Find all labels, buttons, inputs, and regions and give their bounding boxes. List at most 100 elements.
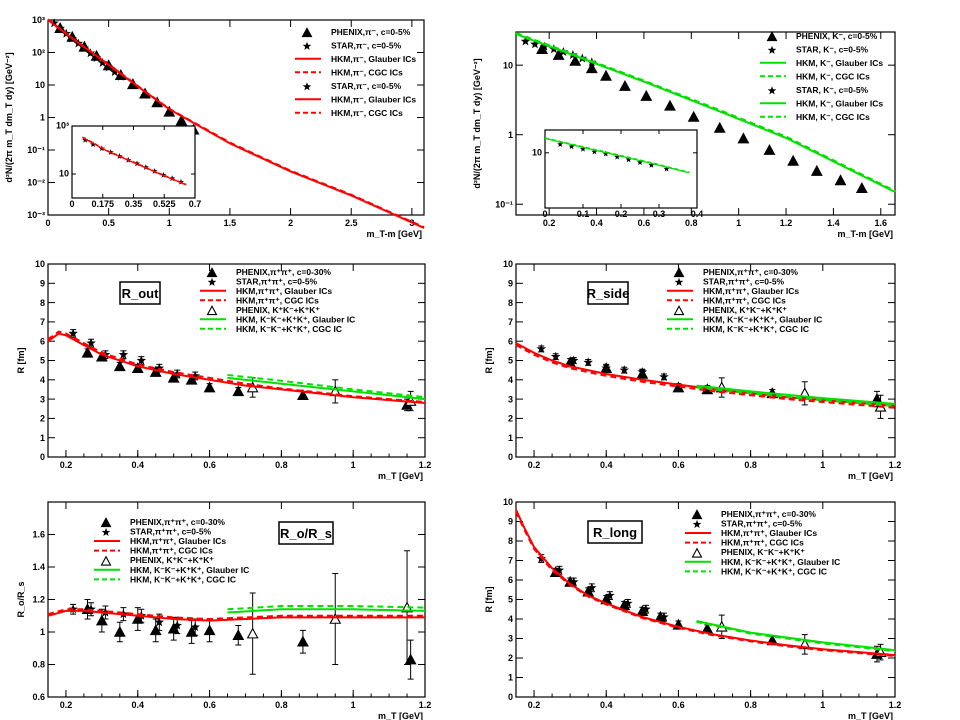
x-tick-label: 1.2 [419, 460, 432, 470]
x-tick-label: 0.2 [60, 700, 73, 710]
data-point [329, 612, 342, 624]
inset-plot: 0 0.1 0.2 0.3 0.4 10 [532, 129, 703, 219]
data-point [659, 371, 669, 381]
data-point [636, 159, 644, 165]
legend-label: HKM, K⁻, Glauber ICs [796, 58, 883, 68]
data-point [554, 565, 565, 575]
panel-label: R_side [587, 286, 630, 301]
series-line [227, 608, 426, 614]
y-tick-label: 10 [59, 168, 69, 178]
x-tick-label: 1.2 [889, 460, 902, 470]
x-tick-label: 1.6 [875, 218, 888, 228]
series-dashed-2 [82, 136, 187, 186]
data-point [49, 18, 59, 28]
data-point [713, 121, 726, 133]
y-tick-label: 10³ [56, 120, 69, 130]
series-solid-3 [515, 342, 896, 407]
legend-label: HKM, K⁻K⁻+K⁺K⁺, Glauber IC [130, 565, 249, 575]
y-tick-label: 10 [503, 60, 513, 70]
data-point [614, 153, 621, 160]
series-dashed-4 [515, 511, 896, 657]
legend-marker [766, 31, 778, 42]
y-axis-title: R [fm] [16, 348, 26, 374]
series-line [515, 511, 896, 657]
legend-label: HKM,π⁺π⁺, CGC ICs [703, 295, 786, 305]
y-tick-label: 10⁻¹ [495, 199, 513, 209]
data-point [91, 52, 102, 62]
y-tick-label: 1 [40, 113, 45, 123]
data-point [619, 79, 631, 91]
x-tick-label: 1 [820, 700, 825, 710]
data-point [834, 174, 847, 186]
data-point [619, 365, 630, 375]
y-tick-label: 10 [503, 497, 513, 507]
x-tick-label: 0.5 [102, 218, 115, 228]
x-tick-label: 0.8 [744, 460, 757, 470]
legend-label: HKM, K⁻K⁻+K⁺K⁺, Glauber IC [721, 557, 840, 567]
y-tick-label: 4 [508, 375, 513, 385]
x-tick-label: 0.35 [125, 199, 143, 209]
data-point [550, 351, 561, 361]
y-tick-label: 6 [508, 575, 513, 585]
data-point [297, 635, 309, 647]
x-tick-label: 1.4 [827, 218, 840, 228]
data-point [297, 389, 309, 401]
data-point [687, 110, 700, 122]
series-line [227, 376, 426, 401]
y-tick-label: 10 [35, 80, 45, 90]
series-line [227, 605, 426, 611]
x-tick-label: 0.8 [685, 218, 698, 228]
data-point [203, 381, 216, 393]
legend-label: HKM,π⁺π⁺, Glauber ICs [130, 536, 226, 546]
x-tick-label: 0.525 [153, 199, 176, 209]
legend: PHENIX,π⁺π⁺, c=0-30%STAR,π⁺π⁺, c=0-5%HKM… [94, 517, 249, 584]
data-point [167, 622, 180, 634]
series-dashed-6 [696, 620, 896, 653]
legend-label: PHENIX, K⁺K⁻+K⁺K⁺ [236, 305, 320, 315]
x-tick-label: 1.2 [780, 218, 793, 228]
panel-label-box [278, 521, 334, 545]
data-point [640, 89, 653, 101]
data-point [203, 624, 216, 636]
y-tick-label: 7 [508, 317, 513, 327]
legend-marker [691, 509, 703, 520]
legend-label: HKM,π⁺π⁺, CGC ICs [721, 538, 804, 548]
y-tick-label: 9 [508, 517, 513, 527]
legend-label: PHENIX,π⁺π⁺, c=0-30% [703, 267, 798, 277]
panel-r-long: 0.2 0.4 0.6 0.8 1 1.2 0 1 2 3 4 5 6 7 8 9 10 m_T [GeV] R [… [484, 497, 901, 720]
series-line [47, 608, 425, 621]
x-tick-label: 0.4 [132, 700, 145, 710]
y-tick-label: 1.4 [32, 562, 45, 572]
x-axis-title: m_T-m [GeV] [837, 229, 893, 239]
legend-marker [207, 277, 217, 286]
data-point [810, 164, 823, 176]
data-point [116, 71, 126, 81]
x-axis-title: m_T [GeV] [378, 471, 423, 481]
x-tick-label: 1.5 [224, 218, 237, 228]
data-point [131, 612, 144, 624]
data-point [113, 360, 126, 372]
series-dashed-2 [544, 137, 690, 173]
legend-marker [206, 267, 218, 278]
data-point [190, 622, 200, 632]
x-tick-label: 1.2 [889, 700, 902, 710]
y-tick-label: 0.8 [32, 660, 45, 670]
data-point [81, 346, 94, 358]
legend-marker [673, 305, 685, 316]
data-point [569, 576, 579, 586]
series-dashed-3 [47, 18, 425, 229]
legend-label: PHENIX, K⁻, c=0-5% [796, 31, 878, 41]
series-line [47, 330, 426, 403]
x-tick-label: 0.3 [653, 209, 666, 219]
legend-marker [691, 547, 703, 558]
legend-label: STAR, K⁻, c=0-5% [796, 85, 869, 95]
legend-marker [767, 45, 777, 54]
y-tick-label: 1 [508, 433, 513, 443]
series-line [544, 137, 690, 173]
x-tick-label: 0.6 [638, 218, 651, 228]
legend-marker [767, 86, 777, 95]
series-line [696, 386, 896, 407]
data-point [605, 590, 615, 600]
y-tick-label: 5 [508, 356, 513, 366]
x-tick-label: 0.4 [590, 218, 603, 228]
